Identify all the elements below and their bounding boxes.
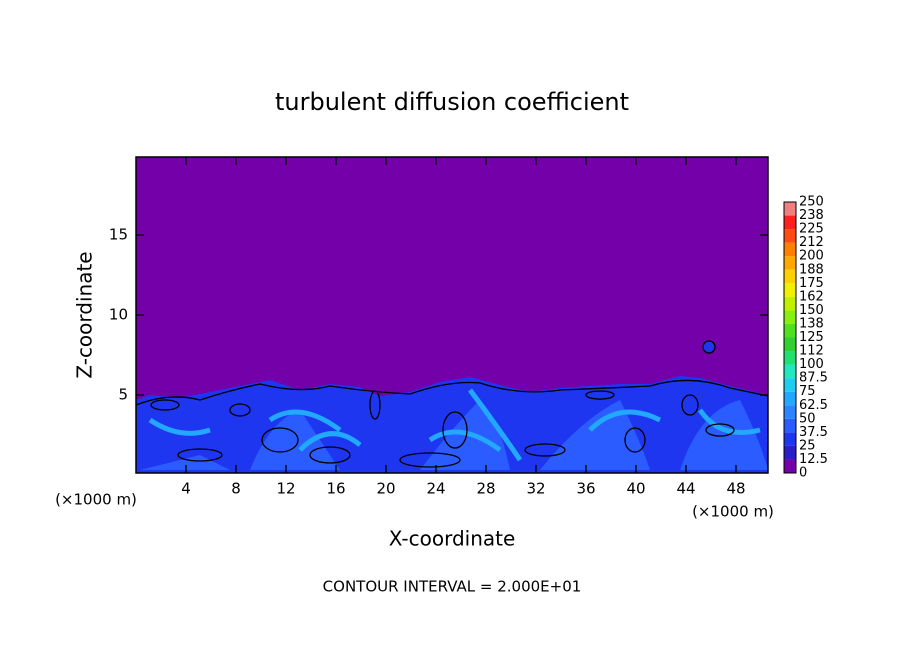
x-tick-label: 16 (326, 480, 345, 498)
colorbar-band (784, 432, 796, 446)
x-tick-label: 12 (276, 480, 295, 498)
colorbar-label: 75 (799, 384, 816, 399)
colorbar-band (784, 364, 796, 379)
x-axis-label: X-coordinate (389, 527, 516, 551)
colorbar-label: 62.5 (799, 398, 828, 413)
chart-title: turbulent diffusion coefficient (275, 88, 629, 116)
colorbar-label: 0 (799, 466, 807, 481)
colorbar-label: 225 (799, 222, 824, 237)
colorbar-band (784, 351, 796, 365)
colorbar-band (784, 337, 796, 352)
x-tick-label: 48 (726, 480, 745, 498)
colorbar-label: 188 (799, 262, 824, 277)
x-tick-label: 8 (231, 480, 241, 498)
x-tick-label: 32 (526, 480, 545, 498)
colorbar-band (784, 323, 796, 338)
colorbar-label: 212 (799, 235, 824, 250)
colorbar-band (784, 378, 796, 392)
colorbar-band (784, 391, 796, 406)
colorbar-label: 112 (799, 344, 824, 359)
y-tick-label: 5 (118, 386, 128, 404)
colorbar-band (784, 459, 796, 473)
colorbar-band (784, 405, 796, 419)
colorbar-label: 125 (799, 330, 824, 345)
colorbar-frame (783, 201, 797, 474)
colorbar-band (784, 229, 796, 243)
colorbar-label: 37.5 (799, 425, 828, 440)
colorbar-label: 12.5 (799, 452, 828, 467)
colorbar-band (784, 296, 796, 311)
colorbar-label: 175 (799, 276, 824, 291)
y-axis-label: Z-coordinate (73, 251, 97, 378)
colorbar-label: 100 (799, 357, 824, 372)
x-tick-label: 36 (576, 480, 595, 498)
x-tick-label: 28 (476, 480, 495, 498)
y-tick-label: 10 (109, 306, 128, 324)
x-tick-label: 40 (626, 480, 645, 498)
colorbar-band (784, 283, 796, 297)
isolated-eddy (702, 340, 716, 354)
colorbar-label: 25 (799, 438, 816, 453)
colorbar-label: 162 (799, 289, 824, 304)
turbulent-streaks (148, 388, 761, 462)
y-tick-label: 15 (109, 226, 128, 244)
colorbar-band (784, 269, 796, 284)
colorbar-band (784, 242, 796, 257)
colorbar-band (784, 445, 796, 460)
x-tick-label: 44 (676, 480, 695, 498)
colorbar-label: 238 (799, 208, 824, 223)
colorbar-label: 200 (799, 249, 824, 264)
x-tick-label: 24 (426, 480, 445, 498)
colorbar-band (784, 310, 796, 324)
colorbar-label: 138 (799, 316, 824, 331)
colorbar-band (784, 418, 796, 433)
colorbar-band (784, 202, 796, 216)
contour-lines (136, 379, 768, 468)
colorbar-band (784, 256, 796, 270)
contour-interval-note: CONTOUR INTERVAL = 2.000E+01 (323, 578, 582, 596)
colorbar-label: 50 (799, 411, 816, 426)
x-unit-label: (×1000 m) (55, 491, 137, 509)
colorbar-label: 250 (799, 195, 824, 210)
x-tick-label: 4 (181, 480, 191, 498)
contour-field (136, 157, 768, 473)
colorbar-label: 150 (799, 303, 824, 318)
x-unit-label: (×1000 m) (692, 503, 774, 521)
x-tick-label: 20 (376, 480, 395, 498)
colorbar-band (784, 215, 796, 230)
colorbar-label: 87.5 (799, 371, 828, 386)
